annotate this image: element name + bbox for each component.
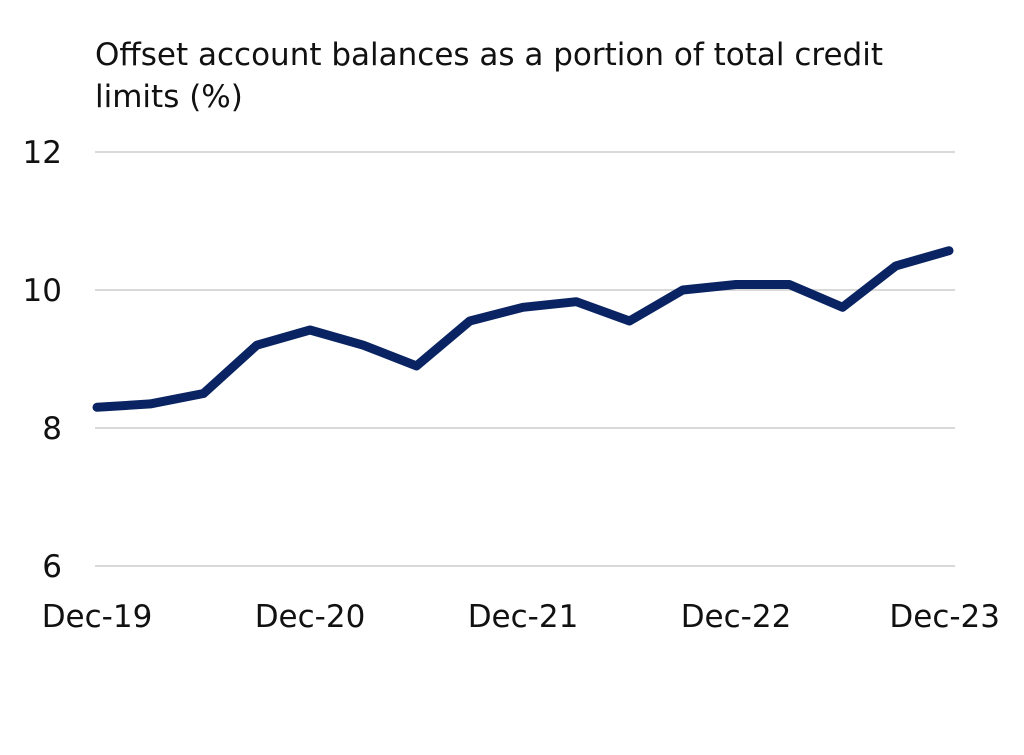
y-axis-tick-labels: 6 8 10 12	[23, 135, 62, 585]
series-line-0	[92, 246, 954, 412]
y-tick-label-8: 8	[42, 411, 62, 447]
x-tick-label-dec-21: Dec-21	[468, 599, 579, 635]
y-tick-label-12: 12	[23, 135, 62, 171]
x-axis-tick-labels: Dec-19 Dec-20 Dec-21 Dec-22 Dec-23	[42, 599, 1000, 635]
x-tick-label-dec-23: Dec-23	[889, 599, 1000, 635]
chart-title: Offset account balances as a portion of …	[95, 37, 883, 115]
y-tick-label-6: 6	[42, 549, 62, 585]
x-tick-label-dec-19: Dec-19	[42, 599, 153, 635]
y-tick-label-10: 10	[23, 273, 62, 309]
x-tick-label-dec-20: Dec-20	[255, 599, 366, 635]
gridlines	[95, 151, 955, 567]
series-layer	[92, 246, 954, 412]
x-tick-label-dec-22: Dec-22	[681, 599, 792, 635]
